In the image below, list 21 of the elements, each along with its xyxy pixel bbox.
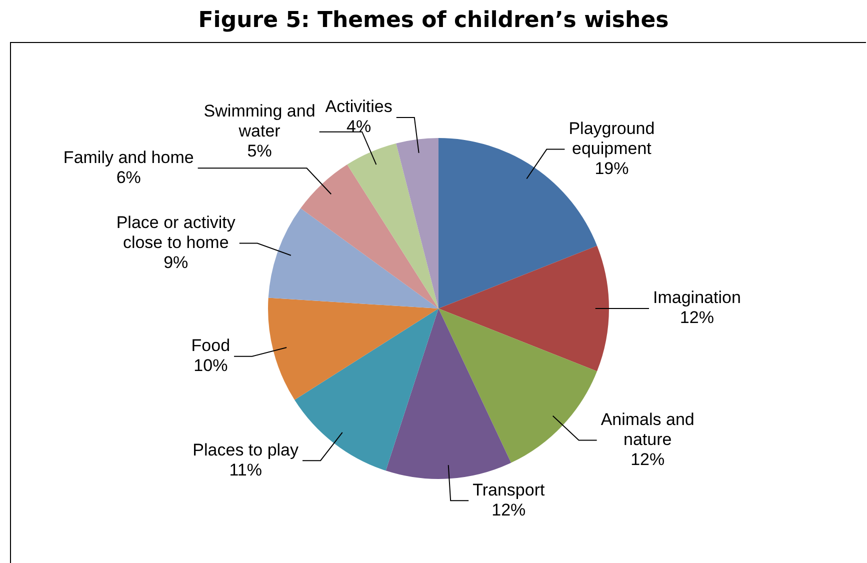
data-label: 6% [116,168,141,187]
data-label: 10% [194,356,228,376]
data-label: 19% [594,158,629,178]
data-label: 5% [247,142,272,161]
data-label: 11% [229,460,262,480]
slice-label: Swimming and water [204,102,316,141]
chart-title: Figure 5: Themes of children’s wishes [197,8,670,33]
slice-label: Imagination [653,288,741,308]
data-label: 12% [492,500,526,520]
slice-label: Place or activity close to home [116,212,236,252]
slice-label: Transport [472,480,545,500]
data-label: 12% [630,450,665,469]
data-label: 12% [680,308,714,328]
data-label: 9% [164,252,188,272]
data-label: 4% [346,117,372,136]
slice-label: Activities [325,97,392,116]
slice-label: Places to play [192,440,300,460]
slice-label: Playground equipment [568,118,655,158]
slice-label: Animals and nature [600,410,694,449]
slice-label: Family and home [63,148,194,167]
slice-label: Food [191,336,230,356]
